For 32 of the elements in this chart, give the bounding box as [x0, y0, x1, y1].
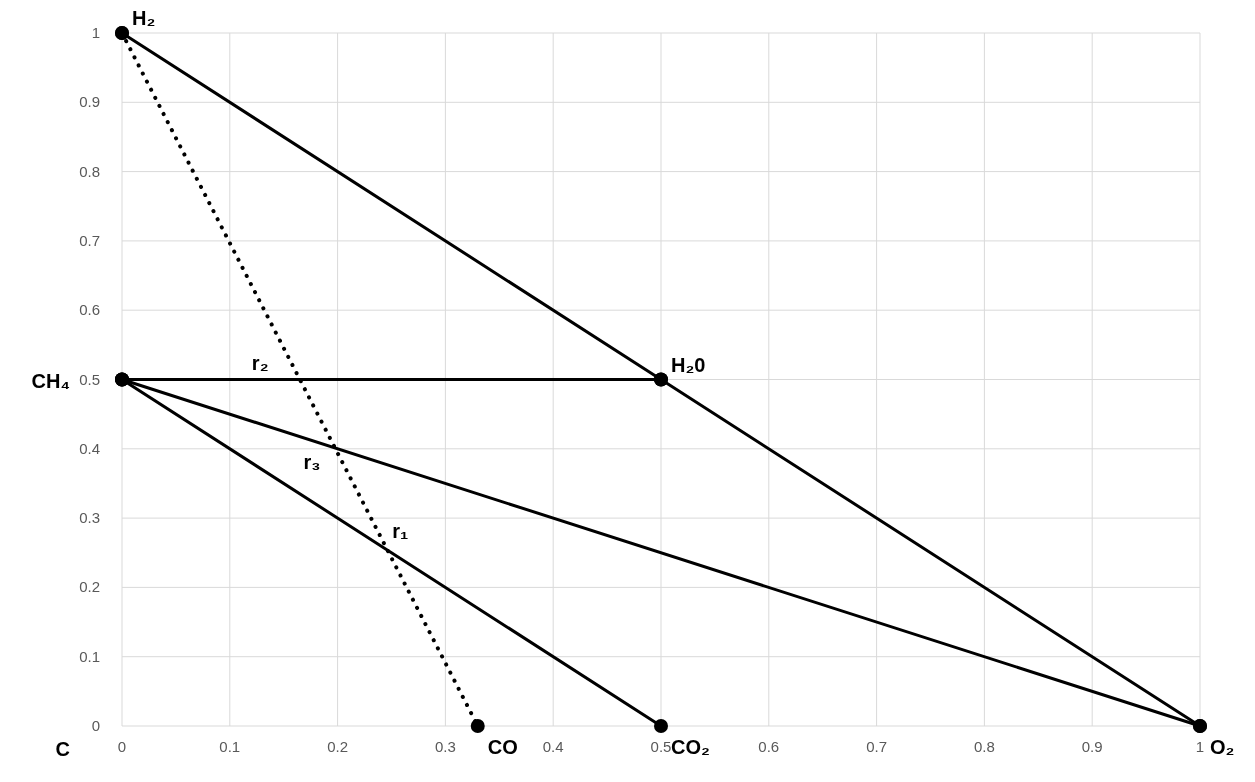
y-tick-label: 0.4 [79, 439, 100, 457]
x-tick-label: 0.1 [219, 738, 241, 755]
annotation: CH₄ [31, 369, 70, 392]
annotation: r₂ [251, 351, 269, 374]
x-tick-label: 0.8 [973, 738, 995, 755]
annotation: H₂0 [671, 353, 706, 376]
x-tick-label: 0 [117, 738, 127, 755]
y-tick-label: 0.7 [79, 231, 100, 249]
y-tick-label: 0.3 [79, 509, 100, 527]
y-tick-label: 0.2 [79, 578, 100, 596]
x-tick-label: 0.6 [758, 738, 780, 755]
y-tick-label: 0.9 [79, 93, 100, 111]
y-tick-label: 1 [91, 24, 100, 41]
x-tick-label: 0.2 [327, 738, 349, 755]
x-tick-label: 0.3 [434, 738, 456, 755]
annotation: CO [487, 736, 518, 758]
annotation: H₂ [132, 7, 156, 29]
y-tick-label: 0.6 [79, 301, 100, 319]
x-tick-label: 0.9 [1081, 738, 1103, 755]
x-tick-label: 0.7 [866, 738, 888, 755]
x-tick-label: 0.5 [650, 738, 672, 755]
annotation: O₂ [1210, 736, 1235, 758]
y-tick-label: 0.1 [79, 647, 100, 665]
annotation: r₁ [392, 519, 409, 542]
annotation: r₃ [303, 450, 321, 473]
y-tick-label: 0.8 [79, 162, 100, 180]
annotation: CO₂ [671, 736, 710, 758]
text: C [55, 738, 70, 760]
x-tick-label: 1 [1195, 738, 1205, 755]
y-tick-label: 0 [91, 717, 100, 734]
x-tick-label: 0.4 [542, 738, 564, 755]
y-tick-label: 0.5 [79, 370, 100, 388]
